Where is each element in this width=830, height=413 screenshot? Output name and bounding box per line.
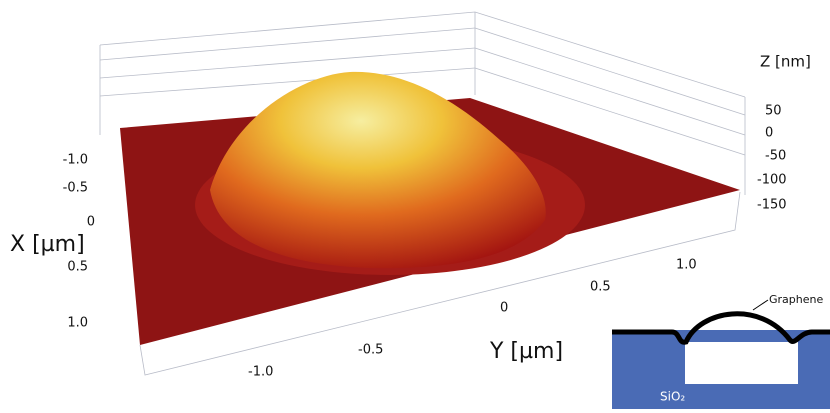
y-tick-label: 1.0 [676,258,697,273]
y-tick-label: -0.5 [358,343,383,358]
x-tick-label: 1.0 [67,316,88,331]
z-tick-label: 0 [765,126,773,141]
mound [210,71,546,269]
inset: Graphene SiO₂ [612,293,830,409]
x-tick-label: -1.0 [63,153,88,168]
z-tick-label: -150 [757,198,787,213]
x-tick-label: 0.5 [67,260,88,275]
z-axis-label: Z [nm] [760,53,811,71]
x-tick-label: -0.5 [63,181,88,196]
y-tick-label: -1.0 [248,365,273,380]
z-tick-label: -100 [757,173,787,188]
graphene-sheet [612,311,830,345]
film-label: Graphene [769,293,823,306]
substrate-label: SiO₂ [660,390,685,404]
z-tick-label: 50 [765,104,782,119]
y-axis-label: Y [µm] [489,339,563,364]
y-tick-label: 0.5 [590,280,611,295]
x-axis-label: X [µm] [10,232,85,257]
x-tick-label: 0 [87,215,95,230]
y-tick-label: 0 [500,301,508,316]
leader-line [752,299,769,311]
z-tick-label: -50 [765,149,786,164]
bounding-box [99,11,746,376]
trench [685,342,798,384]
